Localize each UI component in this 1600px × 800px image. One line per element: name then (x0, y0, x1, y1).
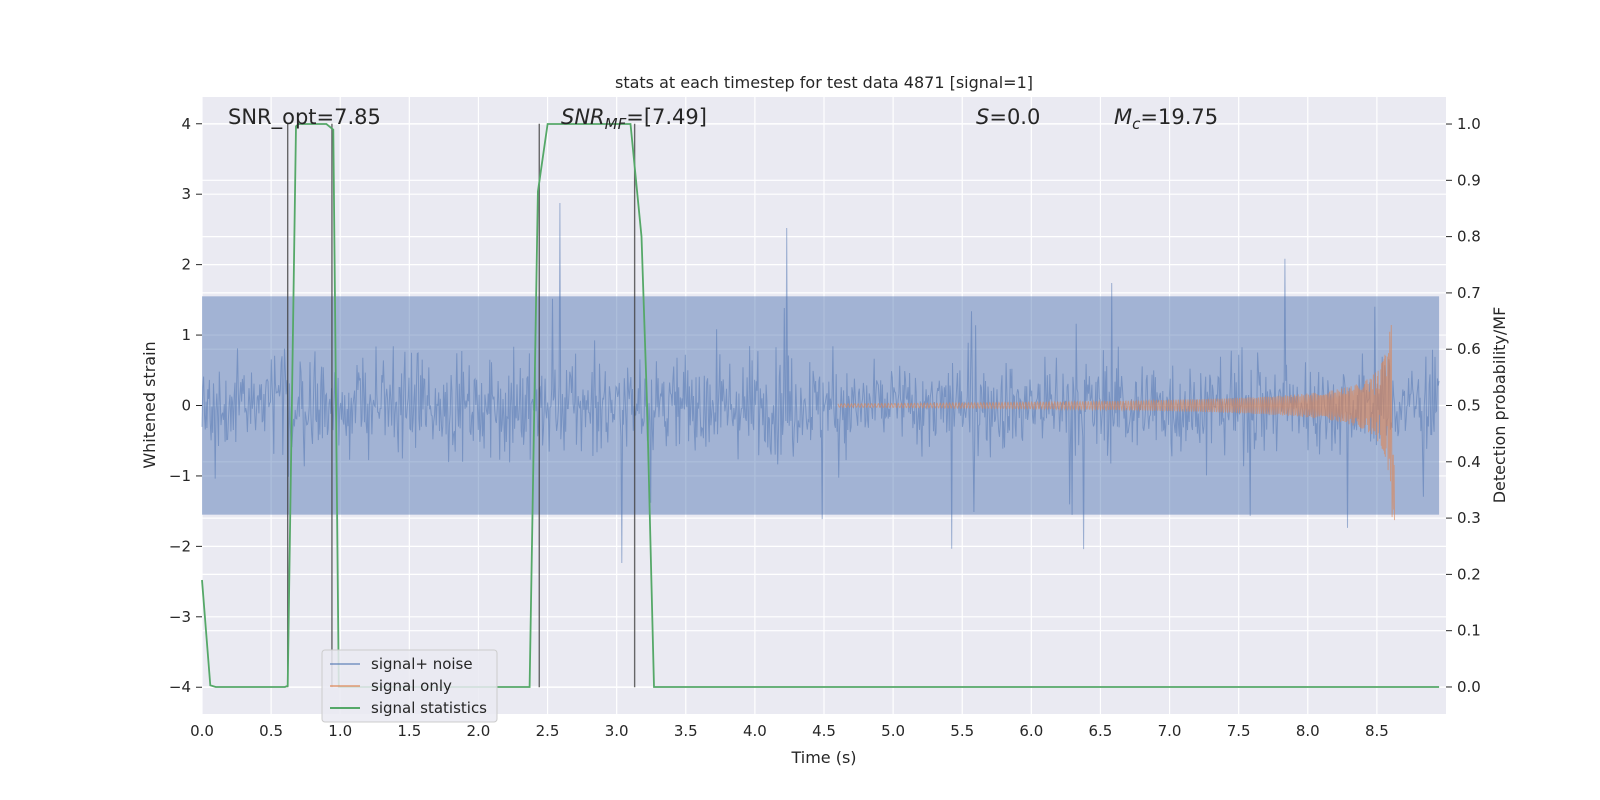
s-symbol: S (976, 105, 989, 129)
x-tick-label: 1.0 (328, 722, 352, 740)
chart-title: stats at each timestep for test data 487… (615, 73, 1033, 92)
right-y-tick-label: 0.0 (1457, 678, 1481, 696)
vertical-markers (286, 123, 636, 688)
y-tick-label: −3 (169, 608, 191, 626)
snr-opt-annotation: SNR_opt=7.85 (228, 105, 381, 130)
snr-mf-value: =[7.49] (626, 105, 707, 129)
right-y-tick-label: 0.5 (1457, 397, 1481, 415)
x-tick-label: 6.5 (1089, 722, 1113, 740)
right-y-tick-label: 0.1 (1457, 622, 1481, 640)
x-tick-label: 3.0 (605, 722, 629, 740)
signal-trace (837, 324, 1395, 521)
right-y-tick-label: 0.3 (1457, 509, 1481, 527)
x-tick-label: 6.0 (1019, 722, 1043, 740)
x-tick-label: 4.0 (743, 722, 767, 740)
x-tick-label: 8.5 (1365, 722, 1389, 740)
mc-value: =19.75 (1140, 105, 1218, 129)
legend: signal+ noise signal only signal statist… (321, 649, 498, 723)
x-tick-label: 4.5 (812, 722, 836, 740)
snr-mf-symbol: SNR (561, 105, 605, 129)
y-tick-label: 1 (181, 326, 191, 344)
y-tick-label: −4 (169, 678, 191, 696)
mc-subscript: c (1132, 115, 1141, 133)
x-tick-label: 8.0 (1296, 722, 1320, 740)
y-tick-label: 3 (181, 185, 191, 203)
right-y-tick-label: 0.6 (1457, 340, 1481, 358)
s-value: =0.0 (989, 105, 1040, 129)
legend-label-stats: signal statistics (371, 699, 487, 717)
x-tick-label: 0.5 (259, 722, 283, 740)
right-y-tick-label: 0.4 (1457, 453, 1481, 471)
x-tick-label: 5.0 (881, 722, 905, 740)
snr-mf-annotation: SNRMF=[7.49] (561, 105, 707, 133)
y-tick-label: 0 (181, 397, 191, 415)
y-tick-label: 2 (181, 256, 191, 274)
y-tick-label: 4 (181, 115, 191, 133)
noise-trace (201, 202, 1440, 564)
legend-label-signal: signal only (371, 677, 452, 695)
legend-label-noise: signal+ noise (371, 655, 473, 673)
right-y-tick-label: 0.8 (1457, 228, 1481, 246)
y-axis-label: Whitened strain (140, 341, 159, 468)
right-y-axis-label: Detection probability/MF (1490, 307, 1509, 504)
x-tick-label: 1.5 (397, 722, 421, 740)
signal-only-series (837, 324, 1395, 521)
snr-mf-subscript: MF (605, 115, 627, 133)
x-tick-label: 7.5 (1227, 722, 1251, 740)
legend-box (321, 649, 498, 723)
axis-ticks: 0.0 0.5 1.0 1.5 2.0 2.5 3.0 3.5 4.0 4.5 5.0 5.5 6.0 6… (169, 115, 1481, 740)
x-tick-label: 0.0 (190, 722, 214, 740)
x-axis-label: Time (s) (790, 748, 856, 767)
right-y-tick-label: 0.9 (1457, 171, 1481, 189)
mc-symbol: M (1114, 105, 1132, 129)
x-tick-label: 2.5 (536, 722, 560, 740)
x-tick-label: 3.5 (674, 722, 698, 740)
right-y-tick-label: 1.0 (1457, 115, 1481, 133)
mc-annotation: Mc=19.75 (1114, 105, 1218, 133)
s-annotation: S=0.0 (976, 105, 1040, 129)
y-tick-label: −2 (169, 537, 191, 555)
right-y-tick-label: 0.2 (1457, 565, 1481, 583)
x-tick-label: 7.0 (1158, 722, 1182, 740)
right-y-tick-label: 0.7 (1457, 284, 1481, 302)
x-tick-label: 5.5 (950, 722, 974, 740)
x-tick-label: 2.0 (467, 722, 491, 740)
y-tick-label: −1 (169, 467, 191, 485)
